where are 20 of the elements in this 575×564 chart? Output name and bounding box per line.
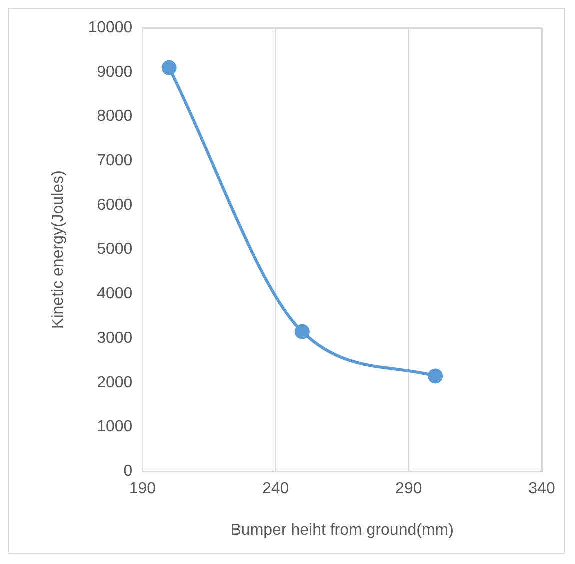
y-tick-label: 7000 [97, 152, 133, 170]
y-tick-label: 5000 [97, 241, 133, 258]
point [428, 368, 444, 384]
y-tick-label: 2000 [97, 374, 133, 392]
y-tick-label: 1000 [97, 418, 133, 436]
y-tick-label: 6000 [97, 196, 133, 214]
y-axis-title: Kinetic energy(Joules) [50, 170, 68, 329]
x-axis-title: Bumper heiht from ground(mm) [230, 522, 454, 539]
x-tick-label: 190 [129, 480, 156, 498]
x-tick-label: 240 [262, 480, 290, 498]
x-tick-label: 340 [528, 480, 556, 498]
y-tick-label: 0 [124, 463, 133, 480]
y-tick-label: 8000 [97, 108, 133, 126]
point [162, 60, 177, 76]
y-tick-label: 9000 [97, 64, 133, 81]
y-tick-label: 3000 [97, 330, 133, 347]
x-tick-label: 290 [396, 480, 422, 498]
point [294, 324, 310, 340]
y-tick-label: 10000 [88, 19, 133, 36]
y-tick-label: 4000 [97, 286, 133, 303]
